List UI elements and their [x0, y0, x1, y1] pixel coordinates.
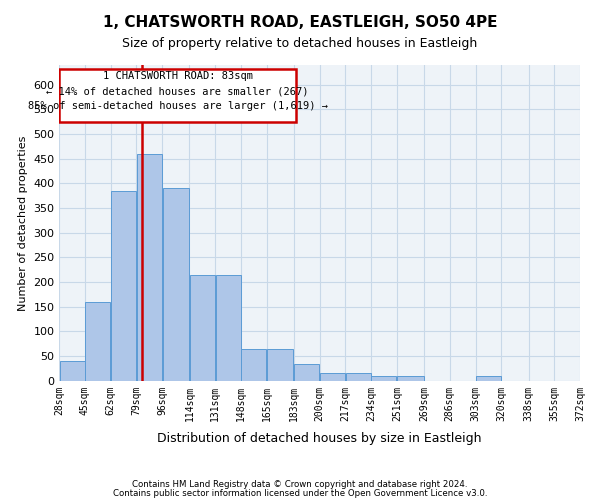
X-axis label: Distribution of detached houses by size in Eastleigh: Distribution of detached houses by size … [157, 432, 482, 445]
Text: 1, CHATSWORTH ROAD, EASTLEIGH, SO50 4PE: 1, CHATSWORTH ROAD, EASTLEIGH, SO50 4PE [103, 15, 497, 30]
FancyBboxPatch shape [59, 69, 296, 122]
Bar [163, 188, 189, 381]
Bar [397, 376, 424, 381]
Text: Contains public sector information licensed under the Open Government Licence v3: Contains public sector information licen… [113, 488, 487, 498]
Text: Size of property relative to detached houses in Eastleigh: Size of property relative to detached ho… [122, 38, 478, 51]
Bar [320, 374, 345, 381]
Text: ← 14% of detached houses are smaller (267): ← 14% of detached houses are smaller (26… [46, 86, 309, 96]
Bar [59, 361, 85, 381]
Bar [294, 364, 319, 381]
Text: Contains HM Land Registry data © Crown copyright and database right 2024.: Contains HM Land Registry data © Crown c… [132, 480, 468, 489]
Y-axis label: Number of detached properties: Number of detached properties [17, 135, 28, 310]
Bar [137, 154, 162, 381]
Bar [190, 274, 215, 381]
Bar [476, 376, 501, 381]
Bar [215, 274, 241, 381]
Bar [371, 376, 397, 381]
Bar [85, 302, 110, 381]
Bar [267, 348, 293, 381]
Text: 1 CHATSWORTH ROAD: 83sqm: 1 CHATSWORTH ROAD: 83sqm [103, 70, 253, 81]
Bar [241, 348, 266, 381]
Text: 85% of semi-detached houses are larger (1,619) →: 85% of semi-detached houses are larger (… [28, 102, 328, 112]
Bar [111, 191, 136, 381]
Bar [346, 374, 371, 381]
